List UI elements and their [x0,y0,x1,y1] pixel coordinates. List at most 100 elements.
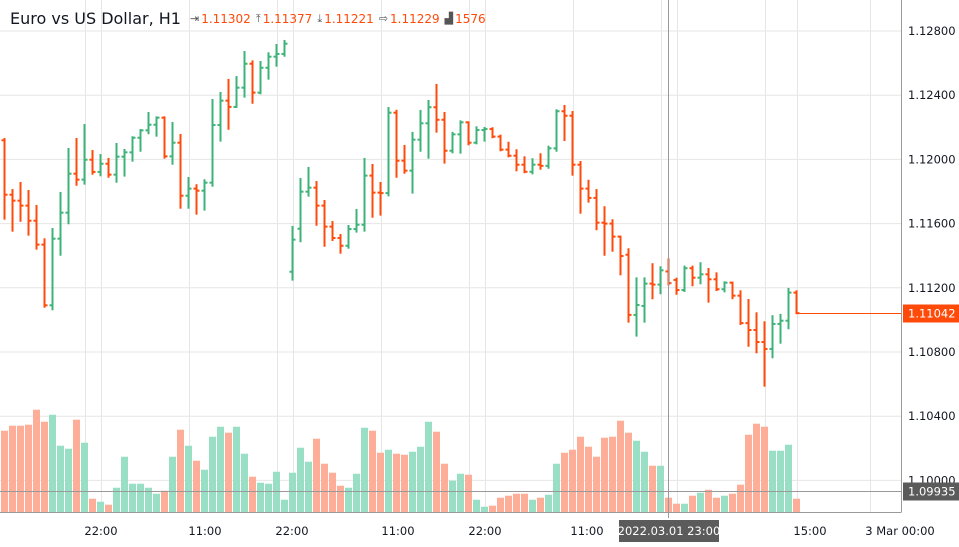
ohlc-bar [49,228,56,311]
volume-bar [617,420,624,512]
volume-bar [129,483,136,512]
volume-bar [417,446,424,512]
ohlc-bar [689,265,696,287]
ohlc-bar [633,277,640,337]
ohlc-bar [25,190,32,236]
ohlc-bar [537,153,544,170]
ohlc-bar [465,121,472,146]
y-tick-label: 1.11600 [908,217,956,231]
open-value-text: 1.11302 [201,11,251,26]
volume-bar [345,487,352,512]
volume-bar [441,463,448,512]
volume-bar [625,432,632,512]
volume-bar [497,497,504,512]
ohlc-bar [553,109,560,152]
open-value: ⇥ 1.11302 [190,12,251,26]
ohlc-bar [625,248,632,323]
ohlc-bar [289,225,296,281]
volume-icon: ▟ [444,12,454,25]
volume-bar [561,452,568,512]
x-tick-label: 22:00 [84,524,117,538]
volume-bar [513,493,520,512]
volume-bar [729,493,736,512]
last-price-label: 1.11042 [908,307,956,321]
volume-bar [465,474,472,512]
ohlc-bar [249,60,256,104]
chart-overlays [0,0,901,518]
ohlc-bar [521,156,528,174]
price-axis[interactable] [902,0,959,547]
volume-bar [305,461,312,512]
volume-bar [585,446,592,512]
volume-bar [313,438,320,512]
y-tick-label: 1.10400 [908,409,956,423]
volume-bar [73,419,80,512]
ohlc-bar [305,166,312,197]
ohlc-bar [353,208,360,233]
volume-bar [521,493,528,512]
ohlc-bar [193,184,200,215]
volume-bar [593,456,600,512]
volume-bar [105,504,112,512]
volume-bar [9,425,16,512]
low-value-text: 1.11221 [324,11,374,26]
high-icon: ⤒ [255,11,261,25]
close-value-text: 1.11229 [390,11,440,26]
volume-bar [137,483,144,512]
ohlc-bar [65,147,72,225]
ohlc-bar [217,91,224,142]
ohlc-bar [73,138,80,186]
x-tick-label: 11:00 [381,524,414,538]
ohlc-bar [241,51,248,98]
volume-bar [641,451,648,512]
volume-bar [201,469,208,512]
ohlc-bar [449,131,456,154]
ohlc-bar [177,134,184,209]
ohlc-bar [545,145,552,169]
symbol-title[interactable]: Euro vs US Dollar, H1 [10,9,181,28]
volume-value: ▟ 1576 [445,12,486,26]
ohlc-bar [729,281,736,300]
y-tick-label: 1.11200 [908,281,956,295]
ohlc-bar [329,220,336,241]
ohlc-bar [433,83,440,133]
ohlc-bar [105,157,112,178]
ohlc-bar [377,181,384,216]
ohlc-bar [137,129,144,152]
ohlc-bar [753,312,760,354]
ohlc-bar [265,52,272,80]
ohlc-bar [609,219,616,252]
ohlc-bar [481,126,488,142]
volume-bar [209,436,216,512]
volume-bar [25,424,32,512]
ohlc-bar [393,109,400,178]
ohlc-bar [649,263,656,300]
volume-bar [233,426,240,512]
volume-bar [385,449,392,512]
volume-bar [289,472,296,512]
time-axis[interactable] [0,513,901,547]
crosshair-price-label: 1.09935 [908,485,956,499]
volume-bar [401,454,408,512]
ohlc-bar [9,189,16,232]
ohlc-bar [457,120,464,154]
volume-bars [1,409,800,512]
volume-bar [369,430,376,512]
ohlc-bar [17,181,24,222]
volume-bar [745,434,752,512]
ohlc-bar [593,189,600,231]
volume-bar [769,450,776,512]
volume-bar [529,499,536,512]
ohlc-bar [153,116,160,137]
ohlc-bar [1,138,8,220]
volume-bar [449,480,456,512]
volume-bar [569,449,576,512]
ohlc-bar [529,158,536,175]
ohlc-bar [345,225,352,249]
ohlc-bar [145,112,152,135]
ohlc-bar [425,99,432,159]
volume-bar [33,409,40,512]
volume-bar [265,483,272,512]
